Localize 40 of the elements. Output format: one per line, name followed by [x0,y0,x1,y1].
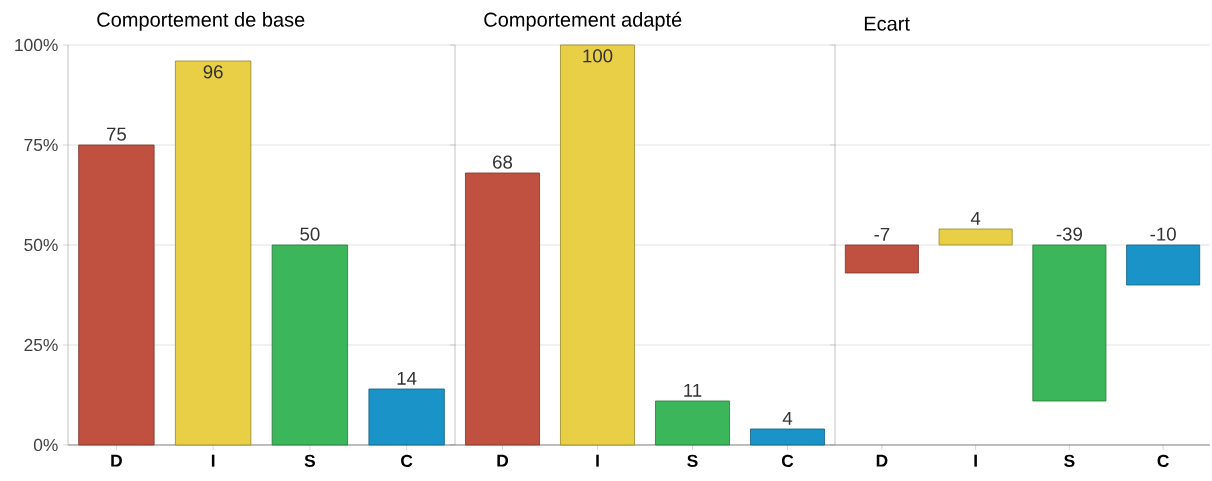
y-tick-label: 75% [24,138,58,152]
data-label: -39 [1056,227,1082,241]
bar [465,172,540,446]
bar [271,244,349,446]
chart-title: Comportement de base [97,12,305,31]
data-label: 4 [782,411,793,425]
chart-title: Ecart [864,16,910,31]
data-label: 11 [684,383,702,397]
y-tick-label: 0% [33,438,58,452]
x-tick-label: C [1157,454,1169,467]
data-label: 68 [493,155,513,169]
x-tick-label: D [111,454,122,467]
bar [560,44,635,446]
data-label: 4 [970,211,981,225]
chart-title: Comportement adapté [484,11,682,31]
data-label: 50 [300,227,320,241]
data-label: 96 [203,65,223,79]
x-tick-label: C [401,454,413,467]
x-tick-label: I [211,454,215,467]
bar [78,144,155,446]
x-tick-label: I [974,454,977,467]
bar [175,60,252,446]
bar [368,388,445,446]
y-tick-label: 50% [24,238,58,252]
bar [655,400,730,446]
data-label: -7 [874,227,890,241]
x-tick-label: S [304,454,315,467]
data-label: 75 [106,127,126,141]
x-tick-label: S [687,454,698,467]
y-tick-label: 25% [24,338,58,352]
data-label: 100 [583,49,613,63]
bar [750,428,825,446]
data-label: 14 [397,371,417,385]
data-label: -10 [1150,227,1176,241]
x-tick-label: C [781,454,794,467]
x-tick-label: S [1064,454,1075,467]
y-tick-label: 100% [15,38,58,52]
x-tick-label: D [876,454,888,467]
x-tick-label: D [497,454,509,467]
x-tick-label: I [596,454,599,467]
